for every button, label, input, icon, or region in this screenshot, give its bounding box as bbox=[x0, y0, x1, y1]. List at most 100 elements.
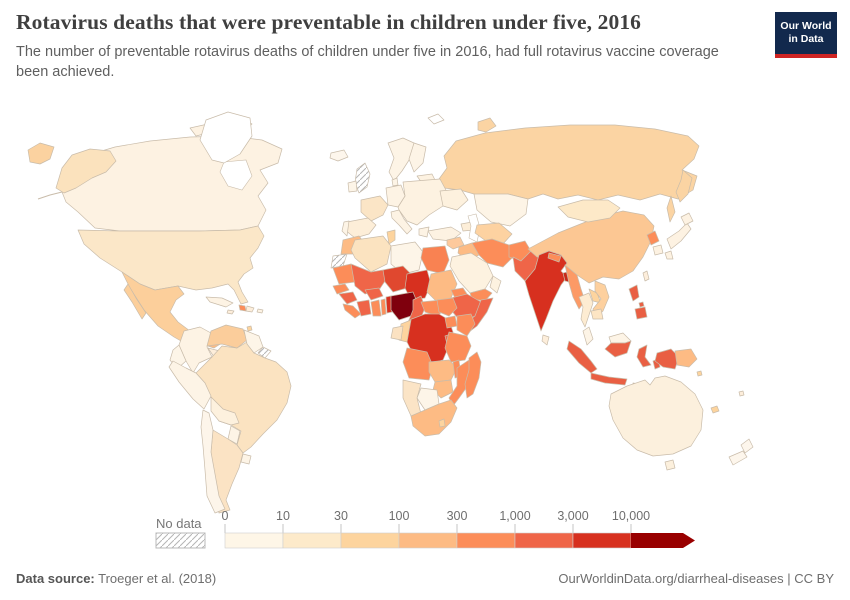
country-japan[interactable] bbox=[666, 222, 692, 250]
country-australia[interactable] bbox=[608, 375, 704, 457]
country-haiti[interactable] bbox=[238, 304, 247, 312]
country-indonesia-sumatra[interactable] bbox=[566, 340, 598, 374]
country-cuba[interactable] bbox=[205, 296, 234, 308]
country-peru[interactable] bbox=[168, 360, 212, 410]
country-novaya-zemlya[interactable] bbox=[477, 117, 497, 133]
country-greece[interactable] bbox=[418, 226, 430, 238]
country-angola[interactable] bbox=[402, 347, 434, 381]
legend-bin-0[interactable] bbox=[224, 532, 284, 549]
country-south-africa[interactable] bbox=[410, 399, 458, 437]
country-philippines-mindanao[interactable] bbox=[634, 306, 648, 320]
country-south-sudan[interactable] bbox=[436, 297, 458, 317]
country-russia-kamchatka[interactable] bbox=[675, 169, 693, 203]
country-chile[interactable] bbox=[200, 409, 226, 514]
country-philippines-luzon[interactable] bbox=[628, 284, 640, 302]
country-malaysia-borneo[interactable] bbox=[608, 332, 632, 344]
country-mexico[interactable] bbox=[121, 271, 199, 346]
country-denmark[interactable] bbox=[391, 177, 399, 187]
country-turkey[interactable] bbox=[427, 226, 462, 242]
country-tunisia[interactable] bbox=[386, 229, 396, 245]
country-burkina-faso[interactable] bbox=[364, 287, 384, 301]
country-ghana[interactable] bbox=[370, 299, 382, 317]
country-solomon-islands[interactable] bbox=[696, 370, 703, 377]
country-russia-chukotka[interactable] bbox=[27, 142, 55, 165]
country-united-kingdom[interactable] bbox=[354, 162, 371, 194]
country-malaysia[interactable] bbox=[582, 326, 594, 346]
legend-bin-3[interactable] bbox=[398, 532, 458, 549]
country-new-zealand-north[interactable] bbox=[740, 438, 754, 454]
country-indonesia-sulawesi[interactable] bbox=[636, 344, 652, 368]
country-syria-levant[interactable] bbox=[446, 236, 465, 250]
country-venezuela[interactable] bbox=[206, 324, 248, 349]
country-algeria[interactable] bbox=[350, 235, 392, 273]
country-ukraine[interactable] bbox=[439, 188, 469, 211]
country-fiji[interactable] bbox=[738, 390, 745, 397]
country-nepal[interactable] bbox=[547, 252, 562, 263]
country-taiwan[interactable] bbox=[642, 270, 650, 282]
country-puerto-rico[interactable] bbox=[256, 308, 264, 314]
country-indonesia-papua[interactable] bbox=[654, 348, 680, 370]
country-papua-new-guinea[interactable] bbox=[674, 348, 698, 368]
country-tanzania[interactable] bbox=[444, 331, 472, 363]
legend-bin-7-arrow[interactable] bbox=[631, 533, 695, 548]
country-russia-sakhalin[interactable] bbox=[666, 195, 676, 223]
country-portugal[interactable] bbox=[341, 220, 350, 237]
country-dominican-republic[interactable] bbox=[245, 305, 255, 313]
country-senegal[interactable] bbox=[332, 283, 350, 295]
country-italy[interactable] bbox=[390, 209, 413, 235]
country-russia[interactable] bbox=[438, 124, 700, 201]
country-svalbard[interactable] bbox=[427, 113, 445, 125]
country-mongolia[interactable] bbox=[557, 199, 621, 223]
legend-bin-4[interactable] bbox=[456, 532, 516, 549]
country-sudan[interactable] bbox=[426, 269, 458, 303]
country-lesotho[interactable] bbox=[438, 418, 446, 428]
country-zimbabwe[interactable] bbox=[432, 379, 454, 399]
country-mexico-baja[interactable] bbox=[123, 283, 147, 320]
country-ireland[interactable] bbox=[347, 180, 358, 193]
country-sierra-leone-liberia[interactable] bbox=[342, 303, 362, 319]
country-spain[interactable] bbox=[344, 217, 377, 239]
country-iceland[interactable] bbox=[329, 149, 349, 162]
country-uganda[interactable] bbox=[444, 315, 458, 329]
country-philippines-visayas[interactable] bbox=[638, 301, 645, 308]
country-zambia[interactable] bbox=[428, 359, 458, 383]
country-tasmania[interactable] bbox=[664, 459, 676, 471]
country-french-guiana[interactable] bbox=[257, 346, 272, 359]
owid-logo[interactable]: Our World in Data bbox=[775, 12, 837, 58]
legend-bin-1[interactable] bbox=[282, 532, 342, 549]
country-kazakhstan[interactable] bbox=[473, 193, 529, 227]
country-uruguay[interactable] bbox=[240, 453, 252, 465]
country-south-korea[interactable] bbox=[652, 244, 664, 256]
country-kenya[interactable] bbox=[456, 313, 476, 337]
legend-bin-5[interactable] bbox=[514, 532, 574, 549]
country-jamaica[interactable] bbox=[226, 309, 235, 315]
country-oman[interactable] bbox=[489, 275, 502, 294]
country-benin[interactable] bbox=[385, 295, 393, 314]
country-trinidad[interactable] bbox=[246, 325, 253, 332]
country-finland[interactable] bbox=[408, 142, 427, 173]
country-new-caledonia[interactable] bbox=[710, 405, 720, 414]
country-paraguay[interactable] bbox=[227, 425, 241, 445]
country-gabon[interactable] bbox=[390, 325, 404, 341]
country-north-korea[interactable] bbox=[646, 230, 660, 246]
country-egypt[interactable] bbox=[420, 245, 450, 275]
country-cote-divoire[interactable] bbox=[356, 299, 372, 317]
country-norway-sweden[interactable] bbox=[387, 137, 415, 182]
country-libya[interactable] bbox=[390, 241, 424, 275]
country-indonesia-kalimantan[interactable] bbox=[604, 340, 632, 358]
country-iran[interactable] bbox=[471, 238, 514, 268]
country-new-zealand-south[interactable] bbox=[728, 450, 748, 466]
country-cambodia[interactable] bbox=[590, 308, 604, 320]
country-france[interactable] bbox=[360, 195, 389, 222]
country-germany-central-europe[interactable] bbox=[385, 184, 406, 208]
country-greenland[interactable] bbox=[199, 111, 253, 164]
legend-bin-2[interactable] bbox=[340, 532, 400, 549]
legend-bin-6[interactable] bbox=[572, 532, 632, 549]
country-mali[interactable] bbox=[350, 263, 388, 295]
country-sri-lanka[interactable] bbox=[541, 334, 550, 346]
country-madagascar[interactable] bbox=[464, 351, 482, 399]
country-togo[interactable] bbox=[380, 298, 387, 316]
country-guinea[interactable] bbox=[338, 291, 358, 305]
country-japan-hokkaido[interactable] bbox=[680, 212, 694, 226]
country-indonesia-java[interactable] bbox=[590, 372, 628, 386]
